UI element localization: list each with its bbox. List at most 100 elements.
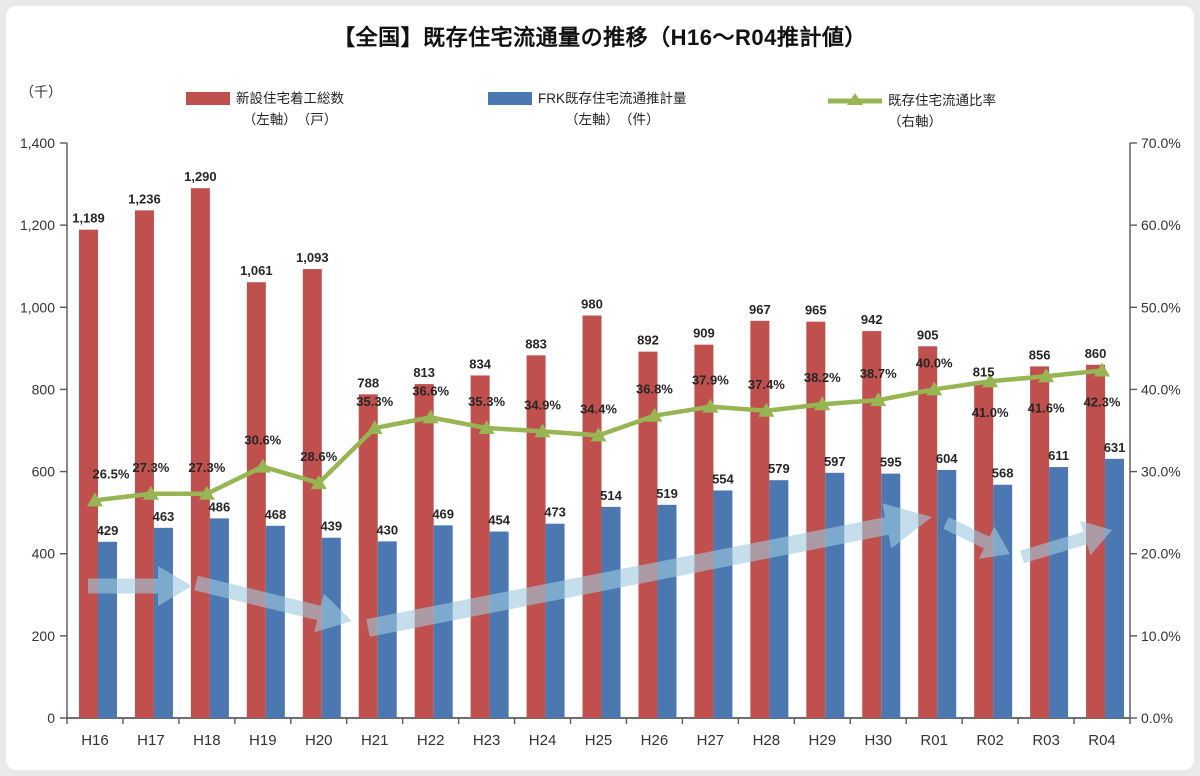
bar-label-frk-existing-H20: 439 xyxy=(320,519,342,534)
bar-new-housing-H16 xyxy=(79,229,98,719)
bar-label-frk-existing-H25: 514 xyxy=(600,488,622,503)
right-axis-tick-label: 0.0% xyxy=(1141,710,1173,726)
bar-frk-existing-H26 xyxy=(657,504,677,718)
left-axis-tick-label: 200 xyxy=(32,628,56,644)
bar-label-new-housing-R01: 905 xyxy=(917,327,939,342)
bar-label-new-housing-H16: 1,189 xyxy=(72,211,105,226)
ratio-label-R01: 40.0% xyxy=(916,355,953,370)
ratio-label-H30: 38.7% xyxy=(860,366,897,381)
bar-label-new-housing-H22: 813 xyxy=(413,365,435,380)
bar-label-new-housing-H28: 967 xyxy=(749,302,771,317)
bar-frk-existing-H23 xyxy=(489,531,509,718)
trend-arrow-2 xyxy=(194,575,352,633)
bar-label-new-housing-H30: 942 xyxy=(861,312,883,327)
ratio-marker-H24 xyxy=(534,423,551,438)
bar-frk-existing-H20 xyxy=(321,537,341,718)
bar-label-frk-existing-H27: 554 xyxy=(712,471,734,486)
bar-frk-existing-H27 xyxy=(713,490,733,718)
bar-label-frk-existing-H29: 597 xyxy=(824,454,846,469)
legend-triangle-marker-icon xyxy=(847,93,863,105)
legend-label: 新設住宅着工総数 （左軸） （戸） xyxy=(236,91,344,127)
x-axis-category-label: H23 xyxy=(473,732,501,749)
ratio-label-H26: 36.8% xyxy=(636,382,673,397)
ratio-marker-H26 xyxy=(646,407,663,422)
ratio-label-R02: 41.0% xyxy=(972,405,1009,420)
right-axis-tick-label: 40.0% xyxy=(1141,381,1181,397)
bar-label-new-housing-H21: 788 xyxy=(357,375,379,390)
ratio-label-H16: 26.5% xyxy=(93,466,130,481)
chart-title: 【全国】既存住宅流通量の推移（H16～R04推計値） xyxy=(333,25,867,50)
bar-label-new-housing-H25: 980 xyxy=(581,297,603,312)
x-axis-category-label: R04 xyxy=(1088,732,1116,749)
bar-new-housing-H20 xyxy=(302,269,322,718)
left-axis-tick-label: 400 xyxy=(32,546,56,562)
bar-label-new-housing-R04: 860 xyxy=(1085,346,1107,361)
bar-frk-existing-R02 xyxy=(993,484,1013,718)
bar-new-housing-R03 xyxy=(1030,366,1050,718)
left-axis-unit-label: （千） xyxy=(20,84,62,100)
bar-label-frk-existing-H24: 473 xyxy=(544,505,566,520)
bar-label-frk-existing-R01: 604 xyxy=(936,451,958,466)
bar-label-new-housing-H26: 892 xyxy=(637,333,659,348)
x-axis-category-label: H18 xyxy=(193,732,221,749)
bar-new-housing-H29 xyxy=(806,321,826,718)
legend-swatch-blue-bar xyxy=(488,92,532,105)
bar-frk-existing-H17 xyxy=(153,527,173,718)
right-axis-tick-label: 60.0% xyxy=(1141,217,1181,233)
ratio-marker-H28 xyxy=(758,402,775,417)
ratio-marker-R04 xyxy=(1094,362,1111,377)
bar-frk-existing-H28 xyxy=(769,480,789,718)
bar-new-housing-H23 xyxy=(470,375,490,718)
bar-label-frk-existing-H22: 469 xyxy=(432,506,454,521)
bar-frk-existing-R04 xyxy=(1105,458,1125,718)
x-axis-category-label: H27 xyxy=(697,732,725,749)
bar-label-frk-existing-H26: 519 xyxy=(656,486,678,501)
left-axis-tick-label: 800 xyxy=(32,381,56,397)
ratio-marker-R02 xyxy=(982,373,999,388)
left-axis-tick-label: 0 xyxy=(47,710,55,726)
bar-label-new-housing-H23: 834 xyxy=(469,356,491,371)
ratio-marker-H18 xyxy=(198,485,215,500)
bar-label-new-housing-H19: 1,061 xyxy=(240,263,273,278)
ratio-marker-H29 xyxy=(814,396,831,411)
ratio-marker-H25 xyxy=(590,427,607,442)
bar-new-housing-H24 xyxy=(526,355,546,718)
bar-label-frk-existing-H19: 468 xyxy=(264,507,286,522)
bar-label-new-housing-H29: 965 xyxy=(805,303,827,318)
legend-label: FRK既存住宅流通推計量 （左軸） （件） xyxy=(538,91,687,127)
bar-frk-existing-H16 xyxy=(98,541,117,718)
bar-label-new-housing-R03: 856 xyxy=(1029,347,1051,362)
x-axis-category-label: H17 xyxy=(137,732,165,749)
ratio-label-H27: 37.9% xyxy=(692,373,729,388)
bar-frk-existing-H24 xyxy=(545,523,565,718)
bar-label-frk-existing-H23: 454 xyxy=(488,513,510,528)
bar-new-housing-H21 xyxy=(358,394,378,718)
bar-label-frk-existing-H21: 430 xyxy=(376,522,398,537)
bar-frk-existing-H29 xyxy=(825,472,845,718)
bar-label-new-housing-H27: 909 xyxy=(693,326,715,341)
x-axis-category-label: H26 xyxy=(641,732,669,749)
bar-label-new-housing-H20: 1,093 xyxy=(296,250,329,265)
legend-item-frk-existing-housing: FRK既存住宅流通推計量 （左軸） （件） xyxy=(488,88,687,130)
x-axis-category-label: H20 xyxy=(305,732,333,749)
x-axis-category-label: R03 xyxy=(1032,732,1060,749)
bar-frk-existing-R01 xyxy=(937,469,957,718)
x-axis-category-label: H22 xyxy=(417,732,445,749)
ratio-marker-H30 xyxy=(870,392,887,407)
bar-new-housing-R01 xyxy=(918,346,938,718)
legend-label: 既存住宅流通比率 （右軸） xyxy=(888,93,996,129)
bar-label-frk-existing-R03: 611 xyxy=(1048,448,1069,463)
bar-label-frk-existing-H28: 579 xyxy=(768,461,790,476)
bar-label-new-housing-H18: 1,290 xyxy=(184,169,217,184)
right-axis-tick-label: 10.0% xyxy=(1141,628,1181,644)
ratio-label-H25: 34.4% xyxy=(580,401,617,416)
ratio-label-H21: 35.3% xyxy=(356,394,393,409)
legend-swatch-red-bar xyxy=(186,92,230,105)
bar-new-housing-H19 xyxy=(246,282,266,718)
ratio-label-H23: 35.3% xyxy=(468,394,505,409)
bar-label-frk-existing-R04: 631 xyxy=(1104,440,1126,455)
bar-new-housing-H22 xyxy=(414,384,434,718)
x-axis-category-label: H21 xyxy=(361,732,389,749)
bar-label-frk-existing-H18: 486 xyxy=(209,499,231,514)
